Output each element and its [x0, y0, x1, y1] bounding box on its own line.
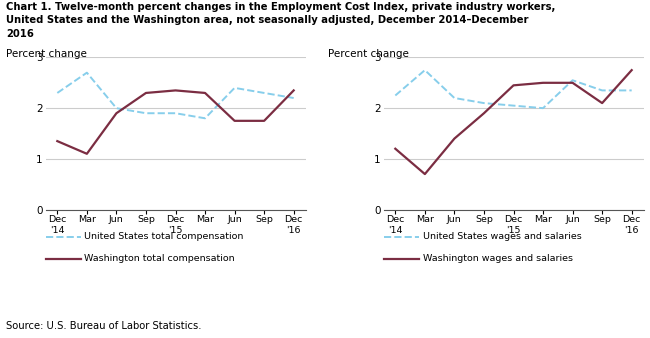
Washington total compensation — [112, 111, 120, 115]
Line: United States total compensation: United States total compensation — [57, 73, 294, 118]
United States total compensation — [260, 91, 268, 95]
United States total compensation — [172, 111, 179, 115]
United States wages and salaries — [450, 96, 458, 100]
Washington wages and salaries — [480, 111, 488, 115]
United States total compensation — [53, 91, 61, 95]
Washington wages and salaries — [539, 81, 547, 85]
Text: Chart 1. Twelve-month percent changes in the Employment Cost Index, private indu: Chart 1. Twelve-month percent changes in… — [6, 2, 556, 12]
United States wages and salaries — [628, 89, 636, 93]
United States total compensation — [201, 116, 209, 120]
Washington wages and salaries — [598, 101, 606, 105]
United States total compensation — [112, 106, 120, 110]
Line: United States wages and salaries: United States wages and salaries — [395, 70, 632, 108]
Washington total compensation — [290, 89, 298, 93]
Text: United States total compensation: United States total compensation — [84, 232, 244, 241]
Washington total compensation — [172, 89, 179, 93]
Text: Washington wages and salaries: Washington wages and salaries — [422, 254, 573, 263]
Text: United States and the Washington area, not seasonally adjusted, December 2014–De: United States and the Washington area, n… — [6, 15, 529, 25]
Washington wages and salaries — [450, 137, 458, 141]
Washington total compensation — [201, 91, 209, 95]
Washington total compensation — [83, 152, 91, 156]
Text: Percent change: Percent change — [328, 49, 409, 59]
Washington wages and salaries — [391, 147, 399, 151]
Line: Washington total compensation: Washington total compensation — [57, 91, 294, 154]
Text: Washington total compensation: Washington total compensation — [84, 254, 235, 263]
United States wages and salaries — [391, 94, 399, 98]
Text: Percent change: Percent change — [6, 49, 87, 59]
United States wages and salaries — [421, 68, 429, 72]
Washington wages and salaries — [510, 83, 517, 88]
United States total compensation — [142, 111, 150, 115]
Washington wages and salaries — [628, 68, 636, 72]
Washington wages and salaries — [421, 172, 429, 176]
United States wages and salaries — [569, 78, 577, 82]
United States total compensation — [83, 71, 91, 75]
Text: Source: U.S. Bureau of Labor Statistics.: Source: U.S. Bureau of Labor Statistics. — [6, 321, 202, 331]
United States wages and salaries — [480, 101, 488, 105]
United States wages and salaries — [539, 106, 547, 110]
Washington total compensation — [142, 91, 150, 95]
United States total compensation — [290, 96, 298, 100]
Washington total compensation — [53, 139, 61, 143]
Text: 2016: 2016 — [6, 29, 34, 39]
Text: United States wages and salaries: United States wages and salaries — [422, 232, 581, 241]
United States total compensation — [231, 86, 239, 90]
Washington wages and salaries — [569, 81, 577, 85]
United States wages and salaries — [510, 104, 517, 108]
Washington total compensation — [260, 119, 268, 123]
Washington total compensation — [231, 119, 239, 123]
United States wages and salaries — [598, 89, 606, 93]
Line: Washington wages and salaries: Washington wages and salaries — [395, 70, 632, 174]
